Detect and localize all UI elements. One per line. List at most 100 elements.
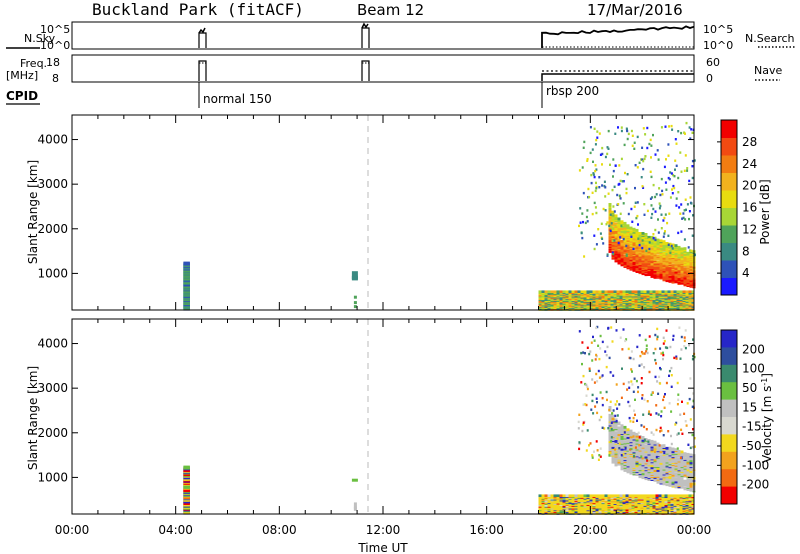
data-cell-echo-band (680, 249, 684, 253)
data-cell-echo-band (650, 445, 654, 449)
data-cell-window-2 (351, 275, 358, 279)
data-cell-near-range (625, 290, 629, 293)
data-cell-scatter (622, 453, 625, 456)
data-cell-near-range (616, 290, 620, 293)
data-cell-scatter (605, 365, 608, 369)
data-cell-scatter (662, 342, 665, 345)
data-cell-echo-band (614, 225, 618, 228)
data-cell-scatter (577, 420, 580, 424)
data-cell-scatter (652, 133, 654, 137)
data-cell-scatter (606, 152, 609, 156)
data-cell-echo-band (665, 243, 669, 247)
data-cell-scatter (633, 205, 636, 208)
data-cell-echo-band (662, 246, 666, 249)
data-cell-echo-band (683, 276, 687, 280)
data-cell-scatter (672, 173, 675, 177)
data-cell-echo-band (656, 479, 660, 483)
cpid-segment-1: normal 150 (203, 92, 272, 106)
data-cell-echo-band (686, 455, 690, 459)
data-cell-echo-band (680, 270, 684, 273)
data-cell-echo-band (617, 437, 621, 440)
data-cell-echo-band (680, 453, 684, 457)
data-cell-echo-band (611, 417, 615, 421)
freq-trace-blocks (198, 60, 370, 81)
data-cell-scatter (626, 129, 629, 133)
data-cell-echo-band (668, 245, 672, 249)
data-cell-scatter (649, 170, 652, 173)
data-cell-near-range (676, 290, 680, 293)
data-cell-scatter (660, 227, 663, 230)
data-cell-scatter (599, 347, 602, 350)
data-cell-echo-band (617, 245, 621, 248)
data-cell-scatter (599, 455, 602, 458)
data-cell-scatter (625, 254, 628, 257)
power-colorbar-tick-label: 8 (742, 244, 750, 258)
data-cell-scatter (583, 255, 586, 258)
data-cell-scatter (601, 146, 604, 150)
data-cell-scatter (598, 186, 601, 189)
data-cell-scatter (625, 127, 628, 130)
data-cell-scatter (654, 195, 657, 199)
data-cell-scatter (645, 344, 648, 347)
data-cell-scatter (688, 344, 691, 347)
data-cell-scatter (593, 247, 596, 251)
data-cell-echo-band (659, 444, 663, 448)
data-cell-scatter (614, 164, 617, 167)
data-cell-echo-band (656, 260, 660, 263)
data-cell-scatter (680, 428, 683, 431)
data-cell-scatter (619, 179, 622, 183)
data-cell-echo-band (635, 259, 639, 263)
data-cell-scatter (643, 366, 646, 369)
power-colorbar-swatch (721, 277, 737, 296)
data-cell-echo-band (650, 472, 654, 476)
data-cell-scatter (671, 188, 673, 191)
data-cell-scatter (641, 352, 644, 355)
data-cell-scatter (633, 377, 636, 380)
data-cell-scatter (684, 420, 687, 423)
data-cell-echo-band (656, 469, 660, 472)
data-cell-scatter (611, 227, 614, 231)
data-cell-scatter (620, 126, 623, 129)
data-cell-near-range (541, 494, 545, 497)
data-cell-scatter (604, 209, 607, 212)
data-cell-near-range (643, 494, 647, 497)
data-cell-scatter (660, 213, 663, 216)
data-cell-scatter (596, 136, 599, 139)
data-cell-scatter (689, 446, 692, 450)
power-colorbar-tick-label: 16 (742, 201, 757, 215)
data-cell-scatter (641, 394, 644, 397)
data-cell-echo-band (686, 472, 690, 476)
data-cell-scatter (681, 432, 684, 435)
data-cell-echo-band (689, 459, 693, 463)
data-cell-echo-band (611, 414, 615, 418)
data-cell-scatter (613, 239, 616, 242)
data-cell-scatter (672, 334, 675, 338)
data-cell-echo-band (644, 458, 648, 462)
data-cell-scatter (604, 350, 607, 353)
data-cell-echo-band (659, 462, 663, 465)
data-cell-scatter (598, 454, 601, 457)
data-cell-scatter (595, 187, 598, 190)
data-cell-scatter (583, 140, 586, 144)
data-cell-echo-band (638, 258, 642, 262)
data-cell-echo-band (683, 486, 687, 490)
cpid-segment-2: rbsp 200 (546, 84, 599, 98)
data-cell-scatter (627, 381, 630, 384)
data-cell-echo-band (623, 468, 627, 471)
nsky-tick-top: 10^5 (40, 23, 70, 36)
data-cell-echo-band (644, 444, 648, 448)
data-cell-echo-band (629, 435, 633, 439)
data-cell-scatter (684, 218, 687, 221)
data-cell-scatter (609, 229, 612, 233)
data-cell-scatter (603, 180, 606, 183)
data-cell-near-range (652, 290, 656, 293)
data-cell-echo-band (647, 439, 651, 442)
data-cell-echo-band (659, 239, 663, 243)
data-cell-scatter (611, 188, 614, 192)
data-cell-scatter (601, 237, 604, 240)
data-cell-scatter (584, 382, 587, 386)
data-cell-echo-band (614, 246, 618, 250)
data-cell-echo-band (623, 221, 627, 225)
data-cell-scatter (676, 403, 679, 406)
data-cell-scatter (662, 353, 665, 357)
